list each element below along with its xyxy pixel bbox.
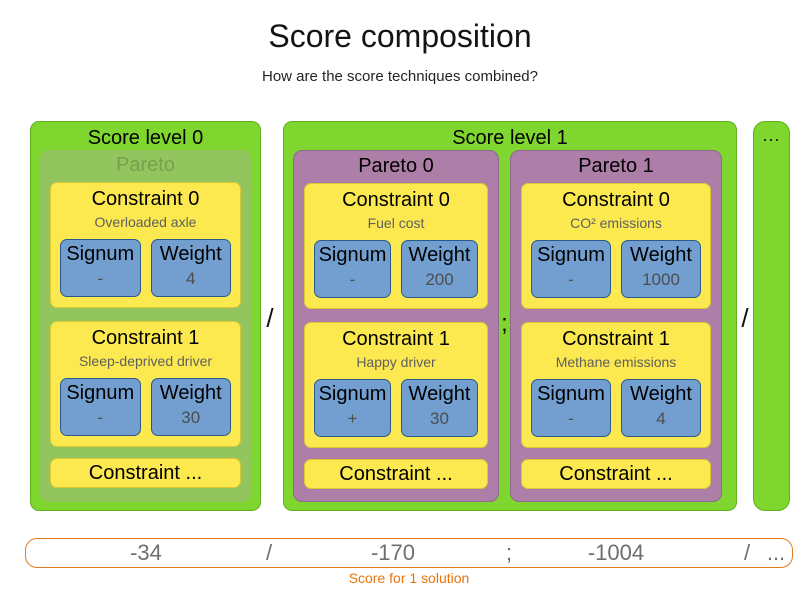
constraint-subtitle: Happy driver [356,354,436,370]
signum-weight-row: Signum - Weight 200 [305,233,487,308]
signum-value: - [97,269,104,288]
score-slash-1: / [265,540,273,565]
weight-box: Weight 4 [621,379,701,437]
weight-box: Weight 30 [150,378,231,436]
weight-value: 30 [181,408,201,427]
signum-box: Signum - [531,240,611,298]
constraint-card: Constraint 1 Methane emissions Signum - … [521,322,711,448]
signum-label: Signum [66,382,135,404]
constraint-card: Constraint 1 Happy driver Signum + Weigh… [304,322,488,448]
score-level-0-title: Score level 0 [87,127,204,149]
weight-label: Weight [408,383,471,405]
score-value-pareto0: -170 [370,540,416,565]
constraint-subtitle: Sleep-deprived driver [78,353,213,369]
signum-value: - [349,270,356,289]
signum-label: Signum [318,244,387,266]
weight-value: 4 [186,269,196,288]
constraint-card: Constraint 0 CO² emissions Signum - Weig… [521,183,711,309]
weight-label: Weight [408,244,471,266]
score-bar: -34 / -170 ; -1004 / ... [25,538,793,568]
constraint-title: Constraint 0 [562,189,670,211]
pareto-0-box: Pareto 0 Constraint 0 Fuel cost Signum -… [293,150,499,502]
signum-weight-row: Signum + Weight 30 [305,372,487,447]
page-title: Score composition [268,18,532,54]
constraint-subtitle: Methane emissions [555,354,677,370]
pareto-1-box: Pareto 1 Constraint 0 CO² emissions Sign… [510,150,722,502]
weight-label: Weight [159,243,222,265]
signum-box: Signum - [314,240,391,298]
signum-weight-row: Signum - Weight 1000 [522,233,710,308]
more-levels-bar: ... [753,121,790,511]
constraint-more-card: Constraint ... [50,458,241,488]
score-value-level0: -34 [130,540,162,565]
constraint-more-card: Constraint ... [304,459,488,489]
signum-value: + [347,409,358,428]
weight-box: Weight 30 [401,379,478,437]
signum-box: Signum - [60,378,141,436]
weight-box: Weight 4 [150,239,231,297]
constraint-card: Constraint 1 Sleep-deprived driver Signu… [50,321,241,447]
signum-label: Signum [537,383,605,405]
pareto-1-label: Pareto 1 [578,155,654,177]
score-semicolon: ; [505,540,513,565]
constraint-subtitle: Fuel cost [367,215,425,231]
signum-weight-row: Signum - Weight 4 [522,372,710,447]
page-subtitle: How are the score techniques combined? [262,68,538,85]
weight-label: Weight [630,244,692,266]
signum-value: - [568,270,574,289]
constraint-card: Constraint 0 Overloaded axle Signum - We… [50,182,241,308]
weight-label: Weight [630,383,692,405]
score-caption: Score for 1 solution [348,570,470,586]
more-separator-slash: / [741,303,749,333]
pareto-0-label: Pareto 0 [358,155,434,177]
constraint-more-card: Constraint ... [521,459,711,489]
weight-box: Weight 200 [401,240,478,298]
constraint-title: Constraint 1 [562,328,670,350]
signum-weight-row: Signum - Weight 4 [51,232,240,307]
weight-value: 1000 [642,270,680,289]
signum-weight-row: Signum - Weight 30 [51,371,240,446]
constraint-subtitle: CO² emissions [570,215,662,231]
level-separator-slash: / [266,303,274,333]
score-level-1-box: Score level 1 Pareto 0 Constraint 0 Fuel… [283,121,737,511]
signum-label: Signum [66,243,135,265]
constraint-card: Constraint 0 Fuel cost Signum - Weight 2… [304,183,488,309]
weight-value: 4 [656,409,666,428]
signum-box: Signum - [531,379,611,437]
constraint-title: Constraint 0 [342,189,450,211]
signum-label: Signum [537,244,605,266]
signum-value: - [97,408,104,427]
pareto-box-level0: Pareto Constraint 0 Overloaded axle Sign… [40,150,251,502]
weight-box: Weight 1000 [621,240,701,298]
score-slash-2: / [743,540,751,565]
signum-box: Signum - [60,239,141,297]
score-level-0-box: Score level 0 Pareto Constraint 0 Overlo… [30,121,261,511]
pareto-separator-semicolon: ; [501,310,508,337]
constraint-title: Constraint 0 [91,188,200,210]
score-ellipsis: ... [766,540,786,565]
ellipsis-label: ... [762,125,781,145]
pareto-label: Pareto [116,154,175,176]
constraint-subtitle: Overloaded axle [94,214,197,230]
signum-value: - [568,409,574,428]
weight-value: 30 [430,409,449,428]
constraint-title: Constraint 1 [342,328,450,350]
score-value-pareto1: -1004 [587,540,645,565]
weight-value: 200 [425,270,454,289]
signum-box: Signum + [314,379,391,437]
weight-label: Weight [159,382,222,404]
signum-label: Signum [318,383,387,405]
score-level-1-title: Score level 1 [452,127,568,149]
constraint-title: Constraint 1 [91,327,200,349]
